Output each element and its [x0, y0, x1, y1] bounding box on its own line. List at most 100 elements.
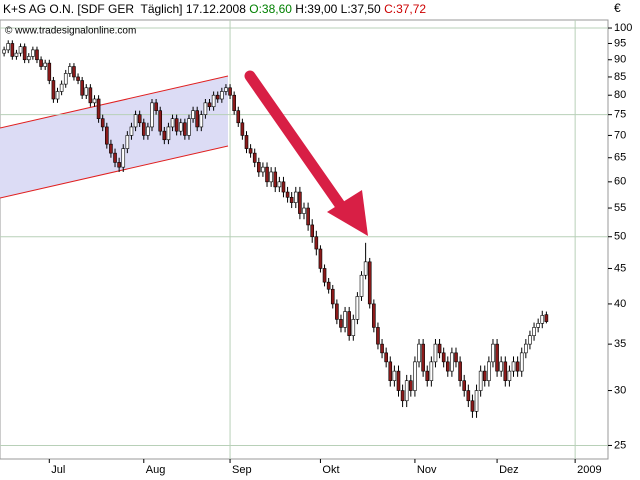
- candle-body: [215, 94, 220, 100]
- trend-arrow: [244, 70, 351, 218]
- candle-body: [68, 66, 72, 74]
- candle-body: [211, 94, 216, 108]
- candle-body: [39, 59, 43, 67]
- candle-body: [195, 110, 199, 128]
- candle-body: [191, 110, 195, 119]
- ohlc-label: C:37,72: [384, 2, 427, 16]
- candle-body: [273, 171, 278, 188]
- candle-body: [220, 91, 224, 100]
- candle-body: [425, 370, 430, 381]
- candle-body: [343, 311, 347, 328]
- candle-body: [236, 110, 241, 124]
- x-tick-label: 2009: [577, 464, 601, 476]
- y-tick-label: 45: [614, 262, 626, 274]
- arrow-head: [327, 190, 368, 236]
- candle-body: [162, 130, 167, 141]
- candle-body: [437, 343, 442, 354]
- candle-body: [351, 319, 356, 336]
- candle-body: [261, 166, 265, 173]
- candle-body: [339, 319, 343, 328]
- candle-body: [92, 98, 97, 104]
- candle-body: [458, 361, 462, 381]
- y-tick-label: 85: [614, 71, 626, 83]
- candle-body: [302, 207, 306, 214]
- candle-body: [14, 52, 19, 57]
- candle-body: [367, 261, 372, 305]
- channel-upper: [0, 75, 229, 129]
- candle-body: [404, 380, 409, 402]
- y-tick-label: 40: [614, 298, 626, 310]
- currency-label: €: [614, 1, 621, 15]
- candle-body: [248, 148, 253, 154]
- candle-body: [400, 390, 405, 402]
- candle-body: [129, 126, 134, 136]
- candle-body: [96, 98, 101, 119]
- candle-body: [335, 303, 339, 320]
- y-tick-label: 100: [614, 22, 632, 34]
- candle-body: [269, 171, 273, 183]
- candle-body: [515, 361, 520, 372]
- candle-body: [417, 343, 421, 363]
- candle-body: [178, 122, 183, 132]
- candle-body: [55, 91, 60, 100]
- candle-body: [384, 352, 388, 363]
- candle-body: [413, 361, 417, 391]
- candle-body: [240, 122, 245, 136]
- candle-body: [289, 196, 294, 203]
- y-tick-label: 60: [614, 176, 626, 188]
- candle-body: [199, 114, 204, 128]
- candle-body: [113, 152, 117, 163]
- candle-body: [59, 83, 64, 92]
- candle-body: [244, 135, 249, 149]
- candle-body: [84, 87, 89, 96]
- candle-body: [409, 380, 413, 391]
- candle-body: [35, 49, 39, 61]
- candle-body: [63, 73, 68, 85]
- candle-body: [310, 224, 315, 238]
- candle-body: [482, 370, 487, 381]
- candle-body: [265, 166, 269, 183]
- y-tick-label: 50: [614, 231, 626, 243]
- candle-body: [72, 66, 76, 78]
- candle-body: [470, 400, 475, 412]
- candle-body: [183, 122, 187, 136]
- candle-body: [203, 102, 208, 115]
- candle-body: [507, 370, 512, 381]
- candle-body: [88, 87, 93, 104]
- candle-body: [322, 268, 327, 283]
- candle-body: [257, 162, 261, 173]
- candle-body: [326, 281, 331, 290]
- candle-body: [187, 118, 191, 136]
- candle-body: [491, 343, 495, 363]
- trend-channel: [0, 76, 228, 198]
- candle-body: [80, 80, 84, 96]
- candle-body: [133, 114, 138, 128]
- ohlc-label: H:39,00: [295, 2, 338, 16]
- candle-body: [22, 46, 27, 61]
- y-tick-label: 55: [614, 202, 626, 214]
- candle-body: [174, 118, 179, 132]
- y-tick-label: 80: [614, 89, 626, 101]
- candle-body: [76, 76, 80, 81]
- candle-body: [207, 102, 212, 108]
- candle-body: [117, 162, 121, 168]
- candle-body: [18, 46, 23, 54]
- y-tick-label: 25: [614, 439, 626, 451]
- candle-body: [519, 352, 524, 372]
- candle-body: [281, 181, 286, 193]
- candle-body: [105, 126, 109, 145]
- candle-body: [285, 191, 290, 198]
- candle-body: [137, 114, 142, 124]
- candle-body: [495, 343, 499, 372]
- candle-body: [450, 352, 454, 372]
- candle-body: [540, 315, 545, 324]
- candle-body: [232, 94, 236, 111]
- candle-body: [466, 390, 471, 402]
- ohlc-label: O:38,60: [249, 2, 292, 16]
- x-tick-label: Nov: [417, 464, 437, 476]
- candle-body: [26, 56, 31, 61]
- candle-body: [154, 102, 158, 111]
- candle-body: [528, 335, 532, 345]
- candle-body: [462, 380, 467, 391]
